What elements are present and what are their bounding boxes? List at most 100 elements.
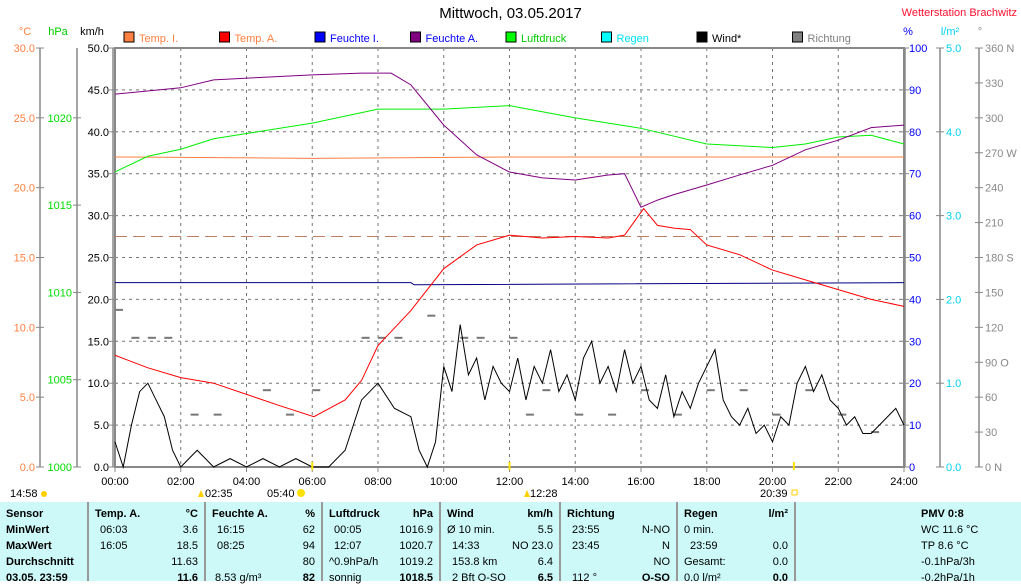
temp-tick-label: 15.0 — [14, 253, 35, 265]
moon-transit-icon — [524, 490, 530, 497]
unit-label-temp: °C — [19, 26, 31, 38]
value: 94 — [302, 540, 315, 552]
pressure-tick-label: 1000 — [48, 462, 72, 474]
value: O-SO — [641, 572, 670, 584]
x-tick-label: 04:00 — [233, 476, 261, 488]
direction-point — [673, 413, 682, 416]
time: 16:05 — [100, 540, 128, 552]
direction-tick-label: 120 — [985, 322, 1003, 334]
direction-point — [164, 336, 173, 339]
direction-point — [190, 413, 199, 416]
sunset-icon — [791, 489, 798, 496]
value: -0.1hPa/3h — [921, 556, 975, 568]
trend: ^0.9hPa/h — [329, 556, 379, 568]
rain-tick-label: 0.0 — [946, 462, 961, 474]
unit: hPa — [412, 508, 433, 520]
direction-point — [772, 413, 781, 416]
time: 16:15 — [217, 524, 245, 536]
x-tick-label: 14:00 — [561, 476, 589, 488]
astro-time-moon_transit: 12:28 — [530, 488, 558, 500]
humidity-tick-label: 10 — [909, 420, 921, 432]
value: NO 23.0 — [512, 540, 553, 552]
direction-point — [115, 308, 123, 311]
astro-time-moonrise_icon_time: 02:35 — [205, 488, 233, 500]
col-pmv: PMV 0:8 WC 11.6 °C TP 8.6 °C -0.1hPa/3h … — [796, 502, 1021, 584]
value: 1018.5 — [399, 572, 433, 584]
legend-label: Temp. I. — [139, 33, 178, 45]
x-tick-label: 06:00 — [298, 476, 326, 488]
beaufort: 2 Bft O-SO — [452, 572, 506, 584]
legend-swatch — [696, 31, 708, 43]
label: 0.0 l/m² — [684, 572, 721, 584]
value: N-NO — [641, 524, 670, 536]
unit-label-wind: km/h — [80, 26, 104, 38]
direction-point — [739, 389, 748, 392]
header: Regen — [684, 508, 718, 520]
unit: km/h — [527, 508, 553, 520]
rain-tick-label: 2.0 — [946, 294, 961, 306]
humidity-tick-label: 100 — [909, 43, 927, 55]
temp-tick-label: 0.0 — [20, 462, 35, 474]
temp-tick-label: 5.0 — [20, 392, 35, 404]
value: 5.5 — [537, 524, 553, 536]
time: 14:33 — [452, 540, 480, 552]
wind-tick-label: 45.0 — [88, 85, 109, 97]
value: 82 — [302, 572, 315, 584]
humidity-tick-label: 0 — [909, 462, 915, 474]
direction-point — [871, 431, 880, 434]
legend-label: Feuchte A. — [426, 33, 479, 45]
value: 1020.7 — [399, 540, 433, 552]
label: MinWert — [6, 524, 50, 536]
direction-tick-label: 270 W — [985, 148, 1017, 160]
temp-tick-label: 20.0 — [14, 183, 35, 195]
label: 03.05. 23:59 — [6, 572, 68, 584]
pressure-tick-label: 1005 — [48, 375, 72, 387]
direction-point — [147, 336, 156, 339]
series-feuchte-a — [114, 72, 905, 208]
direction-tick-label: 180 S — [985, 253, 1014, 265]
astro-time-sunrise: 05:40 — [267, 488, 295, 500]
direction-point — [394, 336, 403, 339]
wind-tick-label: 15.0 — [88, 336, 109, 348]
header: Feuchte A. — [212, 508, 268, 520]
series-temp-i — [114, 156, 904, 159]
direction-tick-label: 30 — [985, 427, 997, 439]
wind-tick-label: 0.0 — [94, 462, 109, 474]
forecast: sonnig — [329, 572, 362, 584]
direction-point — [378, 336, 386, 339]
value: TP 8.6 °C — [921, 540, 969, 552]
col-direction: Richtung 23:55 N-NO 23:45 N NO 112 ° O-SO — [561, 502, 678, 584]
humidity-tick-label: 50 — [909, 253, 921, 265]
weather-chart: 0.05.010.015.020.025.030.010001005101010… — [10, 26, 1017, 500]
x-tick-label: 10:00 — [430, 476, 458, 488]
value: 11.63 — [171, 556, 198, 568]
wind-tick-label: 5.0 — [94, 420, 109, 432]
x-tick-label: 12:00 — [496, 476, 524, 488]
moon-phase-icon — [198, 490, 204, 497]
direction-tick-label: 330 — [985, 78, 1003, 90]
header: Luftdruck — [329, 508, 380, 520]
rain-tick-label: 5.0 — [946, 43, 961, 55]
unit-label-pressure: hPa — [48, 26, 68, 38]
direction-point — [460, 336, 469, 339]
degrees: 112 ° — [572, 572, 597, 584]
x-tick-label: 22:00 — [824, 476, 852, 488]
legend-swatch — [505, 31, 517, 43]
direction-point — [476, 336, 485, 339]
time: 00:05 — [334, 524, 362, 536]
legend-swatch — [792, 31, 803, 43]
pressure-tick-label: 1020 — [48, 113, 72, 125]
legend-swatch — [410, 31, 421, 43]
humidity-tick-label: 80 — [909, 127, 921, 139]
unit: l/m² — [768, 508, 788, 520]
temp-tick-label: 10.0 — [14, 322, 35, 334]
wind-tick-label: 30.0 — [88, 211, 109, 223]
abs-humidity: 8.53 g/m³ — [215, 572, 262, 584]
series-luftdruck — [114, 105, 905, 173]
direction-tick-label: 150 — [985, 287, 1003, 299]
value: 3.6 — [182, 524, 198, 536]
value: 1016.9 — [399, 524, 433, 536]
astro-time-sunset: 20:39 — [760, 488, 788, 500]
direction-tick-label: 210 — [985, 218, 1003, 230]
legend-swatch — [123, 31, 135, 43]
